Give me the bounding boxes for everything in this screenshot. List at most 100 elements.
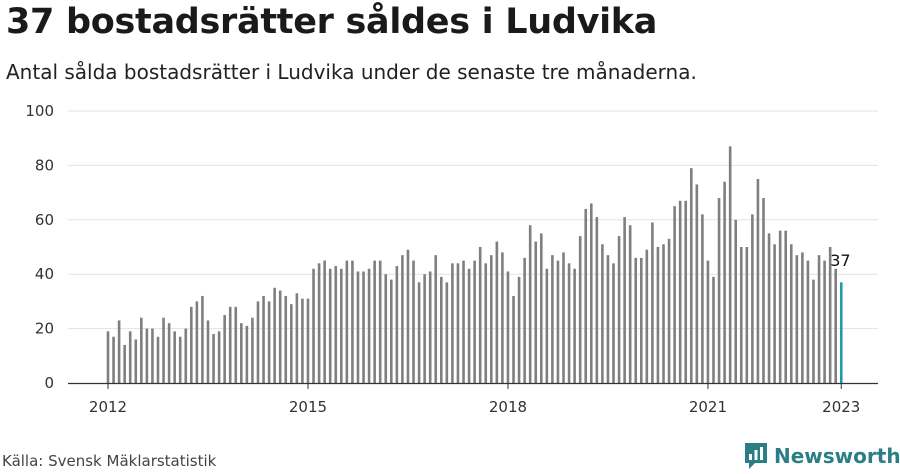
bar (678, 200, 682, 383)
x-axis: 2012 2015 2018 2021 2023 (68, 382, 878, 416)
bar (806, 260, 810, 383)
bar (684, 200, 688, 383)
bar (151, 328, 154, 383)
bar (551, 255, 554, 383)
bar (762, 198, 765, 383)
bar (528, 225, 532, 383)
bar (812, 279, 815, 383)
bar (512, 295, 515, 383)
bar (651, 222, 654, 383)
bar (145, 328, 149, 383)
bar (778, 230, 782, 383)
bar (623, 217, 626, 383)
bar (201, 295, 204, 383)
bar (539, 233, 543, 383)
bar (395, 266, 399, 383)
bar (556, 260, 560, 383)
bar (428, 271, 432, 383)
bar (367, 268, 371, 383)
bar (689, 168, 693, 383)
bar (634, 257, 638, 383)
annotation-label: 37 (830, 251, 850, 270)
bar (234, 306, 238, 383)
bar (267, 301, 271, 383)
y-tick-label: 20 (35, 320, 54, 338)
y-tick-label: 80 (35, 156, 54, 174)
bar (240, 323, 243, 383)
bar (601, 244, 604, 383)
bar (278, 290, 282, 383)
bar (317, 263, 321, 383)
bar (401, 255, 404, 383)
bar (306, 298, 310, 383)
bar (728, 146, 732, 383)
bar (612, 263, 615, 383)
bar (517, 276, 521, 383)
bar (484, 263, 488, 383)
y-tick-label: 60 (35, 211, 54, 229)
annotation: 37 (830, 251, 850, 270)
bar (495, 241, 499, 383)
bar (784, 230, 788, 383)
bar (567, 263, 571, 383)
bar (273, 287, 276, 383)
bar (801, 252, 804, 383)
bar (167, 323, 171, 383)
bar (667, 238, 671, 383)
x-tick-label: 2018 (489, 398, 527, 416)
bar (378, 260, 382, 383)
bar (673, 206, 676, 383)
bar (440, 276, 443, 383)
y-axis: 0 20 40 60 80 100 (25, 102, 54, 392)
brand-name: Newsworthy (774, 444, 900, 468)
bar (217, 331, 221, 383)
bar (445, 282, 449, 383)
brand-logo: Newsworthy (744, 442, 900, 470)
bar (473, 260, 476, 383)
newsworthy-logo-icon (745, 443, 767, 469)
bar (334, 266, 338, 383)
bar (351, 260, 354, 383)
y-tick-label: 0 (44, 374, 54, 392)
bar (795, 255, 799, 383)
bar (606, 255, 610, 383)
bar (489, 255, 493, 383)
x-tick-label: 2023 (822, 398, 860, 416)
bar (534, 241, 538, 383)
bar (284, 295, 288, 383)
bar (767, 233, 771, 383)
y-tick-label: 100 (25, 102, 54, 120)
bar (356, 271, 360, 383)
bar (345, 260, 349, 383)
bar (301, 298, 304, 383)
bar (106, 331, 110, 383)
bar (251, 317, 254, 383)
x-tick-label: 2012 (89, 398, 127, 416)
bar (712, 276, 715, 383)
bar (695, 184, 699, 383)
bar (373, 260, 376, 383)
bar (501, 252, 504, 383)
chart-title: 37 bostadsrätter såldes i Ludvika (6, 2, 658, 42)
bar (328, 268, 332, 383)
bar (523, 257, 526, 383)
bar (228, 306, 232, 383)
bar (362, 271, 365, 383)
bar (245, 325, 249, 383)
bar (340, 268, 343, 383)
bar (628, 225, 632, 383)
bar (662, 244, 665, 383)
bar (578, 236, 582, 383)
bar (723, 181, 726, 383)
bar (134, 339, 138, 383)
bar (701, 214, 704, 383)
bar (190, 306, 193, 383)
bar (223, 315, 226, 383)
bar (123, 344, 126, 383)
bar (789, 244, 793, 383)
bar (412, 260, 415, 383)
source-note: Källa: Svensk Mäklarstatistik (2, 452, 217, 470)
bar (834, 268, 837, 383)
bar (384, 274, 388, 383)
